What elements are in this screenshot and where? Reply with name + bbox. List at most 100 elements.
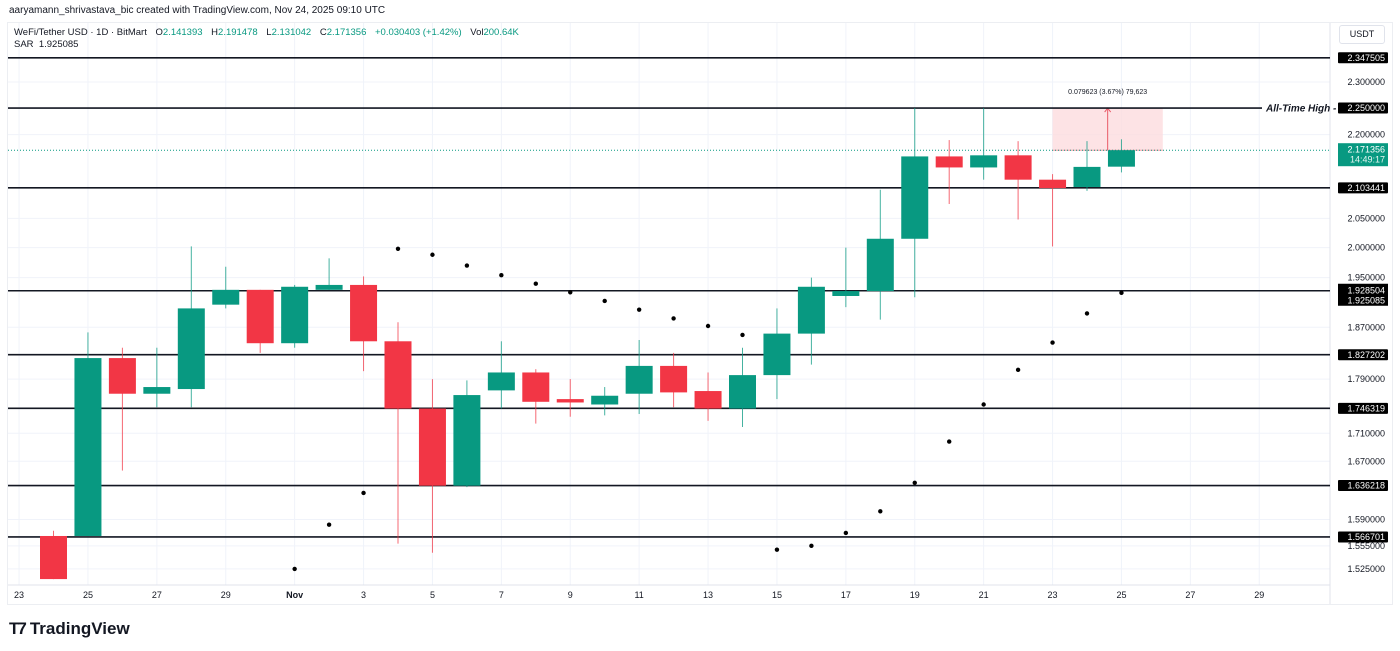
price-tick-label: 1.790000 bbox=[1347, 374, 1385, 384]
candle-bearish[interactable] bbox=[694, 391, 722, 409]
symbol-legend: WeFi/Tether USD · 1D · BitMart O2.141393… bbox=[14, 27, 519, 38]
candle-bearish[interactable] bbox=[935, 156, 963, 168]
candle-bearish[interactable] bbox=[1039, 179, 1067, 189]
sar-dot bbox=[533, 281, 538, 286]
tradingview-logo-icon: T7 bbox=[9, 619, 27, 638]
level-price-tag bbox=[1338, 283, 1388, 306]
time-tick-label: 21 bbox=[979, 590, 989, 600]
time-tick-label: 17 bbox=[841, 590, 851, 600]
candle-bullish[interactable] bbox=[763, 333, 791, 376]
candle-bullish[interactable] bbox=[729, 375, 756, 409]
candle-bullish[interactable] bbox=[797, 286, 825, 334]
candle-bullish[interactable] bbox=[832, 291, 860, 296]
level-price-tag bbox=[1338, 52, 1388, 64]
candle-bullish[interactable] bbox=[177, 308, 205, 390]
candle-bearish[interactable] bbox=[40, 535, 67, 580]
level-price-tag-text: 1.566701 bbox=[1347, 532, 1385, 542]
candle-bearish[interactable] bbox=[660, 365, 688, 393]
chart-credit: aaryamann_shrivastava_bic created with T… bbox=[9, 5, 386, 16]
price-tick-label: 1.590000 bbox=[1347, 514, 1385, 524]
price-tick-label: 1.710000 bbox=[1347, 428, 1385, 438]
candle-bearish[interactable] bbox=[246, 289, 274, 344]
level-price-tag-text: 1.636218 bbox=[1347, 481, 1385, 491]
candle-bullish[interactable] bbox=[591, 395, 619, 405]
candle-bullish[interactable] bbox=[1107, 150, 1135, 167]
time-tick-label: 7 bbox=[499, 590, 504, 600]
price-tick-label: 1.950000 bbox=[1347, 273, 1385, 283]
time-tick-label: 23 bbox=[14, 590, 24, 600]
candle-bullish[interactable] bbox=[901, 156, 929, 239]
time-tick-label: 29 bbox=[221, 590, 231, 600]
candle-bearish[interactable] bbox=[1004, 155, 1032, 180]
time-tick-label: 15 bbox=[772, 590, 782, 600]
candle-bullish[interactable] bbox=[212, 289, 240, 305]
candle-bullish[interactable] bbox=[1073, 166, 1101, 187]
chart-pane[interactable] bbox=[7, 22, 1393, 605]
time-tick-label: 9 bbox=[568, 590, 573, 600]
time-tick-label: 3 bbox=[361, 590, 366, 600]
close-value: 2.171356 bbox=[326, 27, 367, 38]
candle-bullish[interactable] bbox=[487, 372, 515, 391]
candle-bullish[interactable] bbox=[315, 284, 343, 290]
level-price-tag-text: 1.928504 bbox=[1347, 285, 1385, 295]
candle-bearish[interactable] bbox=[108, 358, 136, 394]
sar-dot bbox=[636, 307, 642, 312]
candle-bearish[interactable] bbox=[418, 408, 446, 486]
current-price-tag-text: 2.171356 bbox=[1347, 145, 1385, 155]
candle-bearish[interactable] bbox=[556, 399, 584, 403]
price-tick-label: 2.200000 bbox=[1347, 130, 1385, 140]
all-time-high-label: All-Time High - bbox=[1265, 104, 1337, 115]
candle-bullish[interactable] bbox=[74, 358, 102, 536]
currency-selector[interactable]: USDT bbox=[1339, 25, 1385, 44]
time-tick-label: 23 bbox=[1048, 590, 1058, 600]
sar-dot bbox=[1119, 290, 1124, 296]
price-tick-label: 1.670000 bbox=[1347, 456, 1385, 466]
candle-bearish[interactable] bbox=[522, 372, 550, 402]
time-tick-label: 25 bbox=[83, 590, 93, 600]
price-tick-label: 2.050000 bbox=[1347, 213, 1385, 223]
candle-bullish[interactable] bbox=[281, 286, 309, 344]
level-price-tag-text: 2.347505 bbox=[1347, 53, 1385, 63]
candle-bullish[interactable] bbox=[866, 238, 894, 292]
candle-bullish[interactable] bbox=[970, 155, 998, 168]
low-value: 2.131042 bbox=[271, 27, 312, 38]
price-tick-label: 1.555000 bbox=[1347, 541, 1385, 551]
sar-dot bbox=[499, 272, 504, 278]
sar-dot bbox=[809, 543, 814, 549]
sar-price-tag-text: 1.925085 bbox=[1347, 295, 1385, 305]
level-price-tag-text: 1.746319 bbox=[1347, 404, 1385, 414]
sar-dot bbox=[740, 332, 745, 338]
sar-dot bbox=[292, 566, 297, 572]
time-tick-label: 25 bbox=[1116, 590, 1126, 600]
sar-dot bbox=[705, 323, 711, 329]
price-tick-label: 2.300000 bbox=[1347, 77, 1385, 87]
level-price-tag bbox=[1338, 182, 1388, 194]
level-price-tag-text: 2.103441 bbox=[1347, 183, 1385, 193]
candle-bullish[interactable] bbox=[453, 395, 481, 486]
candle-bullish[interactable] bbox=[143, 387, 171, 394]
tradingview-logo[interactable]: T7 TradingView bbox=[9, 619, 130, 638]
sar-dot bbox=[361, 490, 366, 496]
candle-bullish[interactable] bbox=[625, 365, 653, 394]
sar-dot bbox=[1050, 340, 1055, 345]
time-tick-label: Nov bbox=[286, 590, 303, 600]
sar-dot bbox=[602, 298, 607, 304]
sar-dot bbox=[326, 522, 332, 527]
high-value: 2.191478 bbox=[218, 27, 258, 38]
time-tick-label: 27 bbox=[152, 590, 162, 600]
candle-bearish[interactable] bbox=[350, 284, 378, 342]
volume-value: 200.64K bbox=[483, 27, 519, 38]
time-tick-label: 13 bbox=[703, 590, 713, 600]
level-price-tag bbox=[1338, 402, 1388, 414]
current-price-tag bbox=[1338, 143, 1388, 167]
level-price-tag-text: 2.250000 bbox=[1347, 103, 1385, 113]
sar-dot bbox=[912, 480, 917, 485]
sar-dot bbox=[774, 547, 780, 552]
price-tick-label: 2.000000 bbox=[1347, 243, 1385, 253]
sar-dot bbox=[568, 290, 573, 295]
sar-legend: SAR 1.925085 bbox=[14, 39, 79, 50]
sar-dot bbox=[464, 263, 470, 268]
candle-bearish[interactable] bbox=[384, 341, 412, 409]
time-tick-label: 27 bbox=[1185, 590, 1195, 600]
